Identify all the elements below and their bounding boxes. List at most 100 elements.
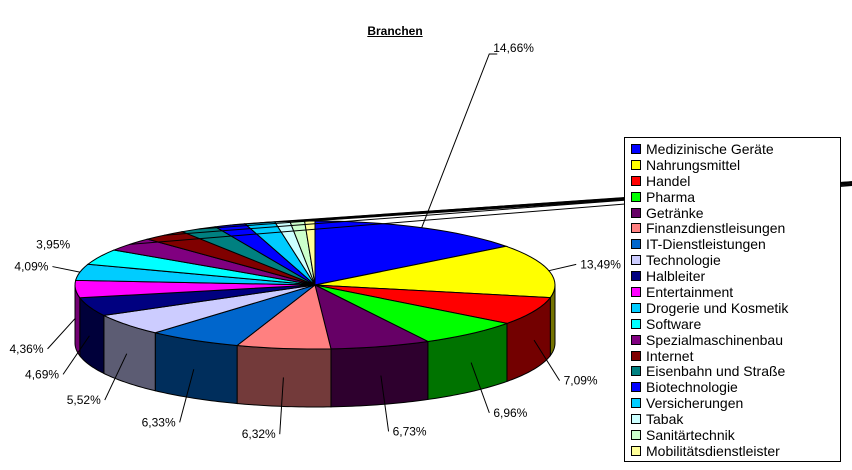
- legend-item: IT-Dienstleistungen: [631, 236, 840, 252]
- leader-line: [380, 375, 390, 432]
- legend-label: Getränke: [646, 204, 704, 221]
- chart-legend: Medizinische Geräte Nahrungsmittel Handel P…: [624, 137, 841, 462]
- legend-item: Eisenbahn und Straße: [631, 363, 840, 379]
- legend-item: Biotechnologie: [631, 379, 840, 395]
- legend-swatch: [631, 429, 641, 440]
- legend-swatch: [631, 223, 641, 234]
- legend-label: IT-Dienstleistungen: [646, 236, 766, 253]
- legend-label: Finanzdienstleisungen: [646, 220, 786, 237]
- legend-item: Finanzdienstleisungen: [631, 220, 840, 236]
- legend-item: Medizinische Geräte: [631, 141, 840, 157]
- leader-line: [470, 362, 490, 414]
- legend-swatch: [631, 271, 641, 282]
- leader-line: [279, 377, 284, 435]
- legend-item: Entertainment: [631, 284, 840, 300]
- legend-swatch: [631, 159, 641, 170]
- data-label: 3,95%: [36, 238, 70, 252]
- chart-title: Branchen: [367, 24, 423, 38]
- data-label: 13,49%: [580, 257, 621, 271]
- legend-item: Internet: [631, 348, 840, 364]
- legend-swatch: [631, 318, 641, 329]
- legend-label: Technologie: [646, 252, 721, 269]
- legend-item: Halbleiter: [631, 268, 840, 284]
- leader-line: [421, 53, 498, 228]
- leader-line: [47, 317, 76, 350]
- pie-slice: [314, 284, 552, 324]
- legend-swatch: [631, 334, 641, 345]
- pie-slice: [314, 245, 556, 299]
- leader-line: [179, 369, 195, 423]
- data-label: 5,52%: [67, 393, 101, 407]
- legend-swatch: [631, 445, 641, 456]
- legend-item: Nahrungsmittel: [631, 157, 840, 173]
- legend-label: Nahrungsmittel: [646, 156, 741, 173]
- legend-item: Mobilitätsdienstleister: [631, 443, 840, 459]
- legend-label: Medizinische Geräte: [646, 140, 774, 157]
- legend-item: Tabak: [631, 411, 840, 427]
- legend-swatch: [631, 366, 641, 377]
- legend-item: Versicherungen: [631, 395, 840, 411]
- legend-swatch: [631, 302, 641, 313]
- pie-slice: [235, 284, 332, 350]
- legend-label: Tabak: [646, 411, 684, 428]
- legend-swatch: [631, 239, 641, 250]
- legend-item: Pharma: [631, 189, 840, 205]
- data-label: 6,73%: [393, 424, 427, 438]
- legend-swatch: [631, 350, 641, 361]
- data-label: 6,96%: [493, 406, 527, 420]
- leader-line: [52, 266, 80, 273]
- legend-item: Sanitärtechnik: [631, 427, 840, 443]
- legend-label: Spezialmaschinenbau: [646, 331, 783, 348]
- legend-label: Mobilitätsdienstleister: [646, 442, 780, 459]
- leader-line: [533, 339, 561, 381]
- data-label: 6,33%: [142, 415, 176, 429]
- legend-item: Spezialmaschinenbau: [631, 332, 840, 348]
- data-label: 7,09%: [564, 374, 598, 388]
- data-label: 4,36%: [10, 342, 44, 356]
- legend-swatch: [631, 255, 641, 266]
- legend-swatch: [631, 398, 641, 409]
- pie-slice-side: [236, 344, 332, 408]
- pie-slice: [314, 284, 509, 343]
- legend-item: Technologie: [631, 252, 840, 268]
- legend-label: Drogerie und Kosmetik: [646, 299, 789, 316]
- legend-swatch: [631, 143, 641, 154]
- data-labels: 14,66% 13,49% 7,09% 6,96% 6,73% 6,32% 6,33% 5,5…: [10, 41, 852, 441]
- legend-swatch: [631, 207, 641, 218]
- legend-label: Halbleiter: [646, 268, 706, 285]
- pie-slice: [102, 284, 316, 334]
- legend-swatch: [631, 191, 641, 202]
- data-label: 6,32%: [242, 427, 276, 441]
- legend-label: Sanitärtechnik: [646, 426, 735, 443]
- legend-item: Drogerie und Kosmetik: [631, 300, 840, 316]
- legend-label: Handel: [646, 172, 691, 189]
- data-label: 4,09%: [14, 260, 48, 274]
- pie-slice: [86, 249, 316, 286]
- pie-slice: [314, 284, 430, 350]
- data-label: 14,66%: [493, 41, 534, 55]
- legend-label: Pharma: [646, 188, 696, 205]
- pie-slices: [74, 220, 556, 350]
- legend-label: Internet: [646, 347, 694, 364]
- legend-swatch: [631, 286, 641, 297]
- pie-slice: [153, 284, 316, 347]
- legend-swatch: [631, 414, 641, 425]
- pie-slice: [78, 284, 316, 316]
- legend-label: Biotechnologie: [646, 379, 738, 396]
- leader-line: [104, 353, 128, 401]
- pie-slice-side: [330, 340, 429, 408]
- leader-line: [62, 335, 90, 375]
- data-label: 4,69%: [25, 367, 59, 381]
- legend-label: Entertainment: [646, 283, 734, 300]
- legend-swatch: [631, 175, 641, 186]
- legend-item: Software: [631, 316, 840, 332]
- legend-swatch: [631, 382, 641, 393]
- legend-item: Getränke: [631, 205, 840, 221]
- legend-item: Handel: [631, 173, 840, 189]
- pie-slice: [74, 279, 316, 299]
- legend-label: Software: [646, 315, 702, 332]
- legend-label: Versicherungen: [646, 395, 744, 412]
- leader-line: [548, 263, 577, 272]
- legend-label: Eisenbahn und Straße: [646, 363, 786, 380]
